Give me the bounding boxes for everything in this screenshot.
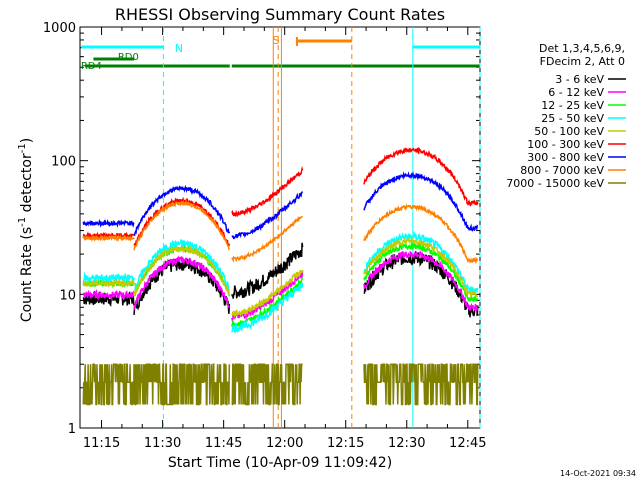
series-line [82, 250, 479, 323]
x-tick-label: 11:15 [83, 436, 120, 451]
legend-label: 6 - 12 keV [548, 86, 604, 99]
night-label: N [175, 42, 183, 55]
y-tick-label: 1 [68, 422, 76, 437]
x-tick-label: 12:15 [327, 436, 364, 451]
series-line [82, 236, 479, 319]
x-tick-label: 12:30 [388, 436, 425, 451]
legend-label: 3 - 6 keV [555, 73, 604, 86]
legend-header: FDecim 2, Att 0 [540, 55, 625, 68]
legend-label: 12 - 25 keV [541, 99, 604, 112]
x-tick-label: 12:00 [266, 436, 303, 451]
series-line [82, 242, 479, 318]
y-tick-label: 100 [51, 155, 76, 170]
legend-label: 7000 - 15000 keV [506, 177, 604, 190]
legend-label: 800 - 7000 keV [520, 164, 604, 177]
rd4-label: RD4 [81, 61, 102, 72]
series-line [82, 200, 479, 265]
series-line [82, 146, 479, 247]
rd0-label: RD0 [118, 52, 139, 63]
legend-label: 100 - 300 keV [527, 138, 604, 151]
x-axis-label: Start Time (10-Apr-09 11:09:42) [168, 455, 392, 471]
legend-header: Det 1,3,4,5,6,9, [539, 42, 625, 55]
series-line [82, 230, 479, 334]
legend-label: 50 - 100 keV [534, 125, 604, 138]
x-tick-label: 11:30 [144, 436, 181, 451]
timestamp: 14-Oct-2021 09:34 [560, 469, 636, 478]
series-line [82, 363, 479, 406]
y-tick-label: 10 [59, 288, 76, 303]
y-axis-label: Count Rate (s-1 detector-1) [17, 138, 35, 322]
saa-label: S [272, 34, 279, 47]
series-line [82, 171, 479, 240]
y-tick-label: 1000 [43, 21, 76, 36]
chart-title: RHESSI Observing Summary Count Rates [115, 5, 445, 24]
legend-label: 300 - 800 keV [527, 151, 604, 164]
x-tick-label: 11:45 [205, 436, 242, 451]
legend-label: 25 - 50 keV [541, 112, 604, 125]
x-tick-label: 12:45 [449, 436, 486, 451]
